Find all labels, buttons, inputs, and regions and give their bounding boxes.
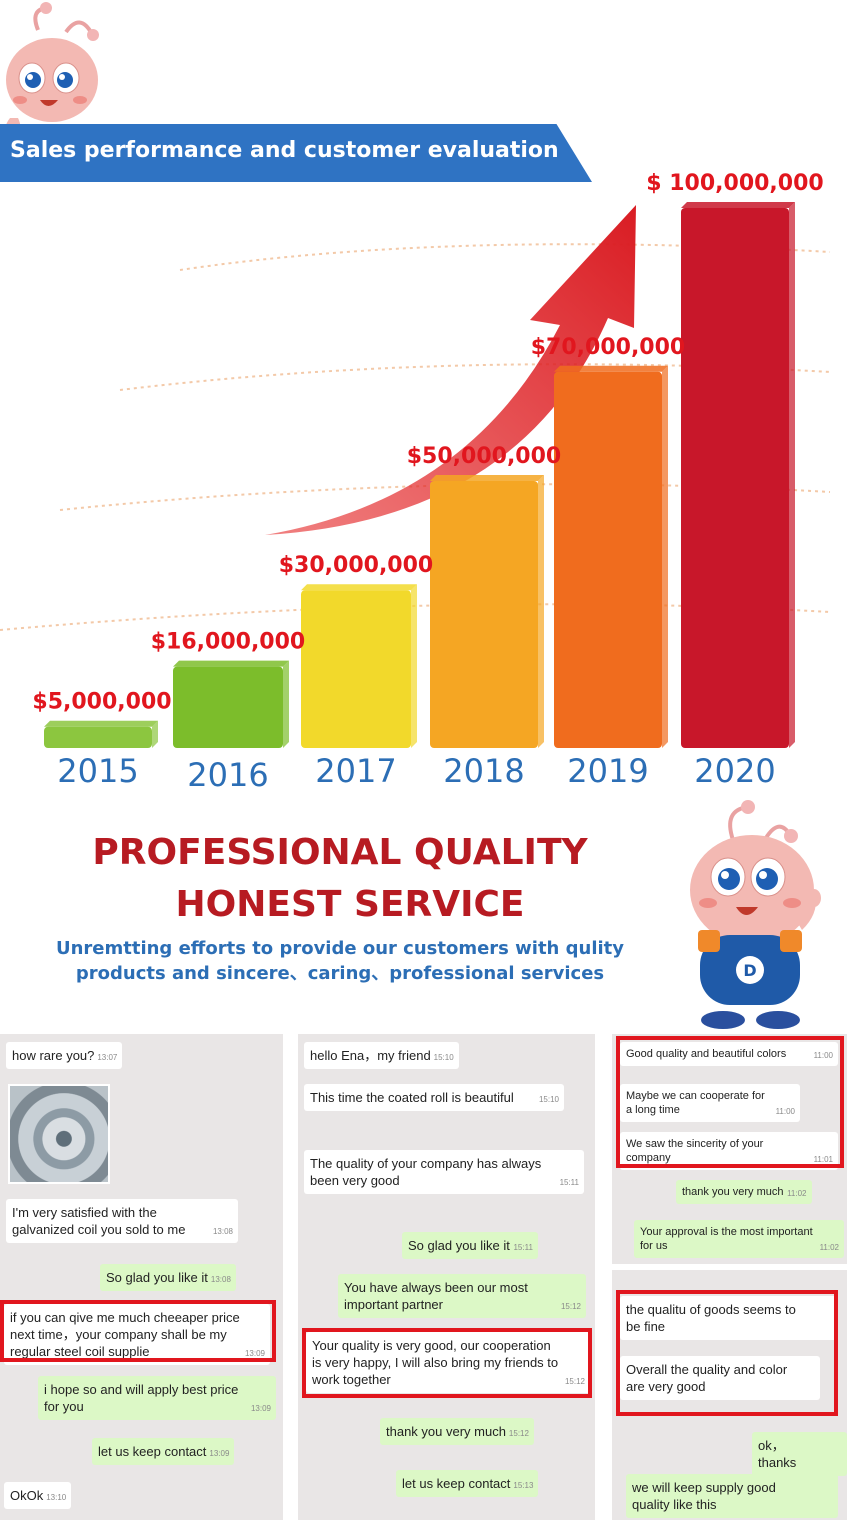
chat-screenshot-4: the qualitu of goods seems to be fine Ov… — [612, 1270, 847, 1520]
bar-top — [554, 365, 668, 372]
chat-message: i hope so and will apply best price for … — [38, 1376, 276, 1420]
bar-body — [173, 666, 283, 748]
chat-message: let us keep contact 15:13 — [396, 1470, 539, 1497]
slogan-line-2: HONEST SERVICE — [175, 884, 525, 925]
header-banner: Sales performance and customer evaluatio… — [0, 124, 592, 182]
chat-message: Good quality and beautiful colors 11:00 — [620, 1042, 838, 1066]
chat-message: thank you very much 11:02 — [676, 1180, 812, 1204]
bar-2018 — [430, 475, 544, 748]
bar-top — [173, 660, 289, 667]
chat-message: how rare you? 13:07 — [6, 1042, 123, 1069]
year-label-2018: 2018 — [443, 752, 524, 790]
bar-2017 — [301, 584, 417, 748]
bar-body — [430, 481, 538, 748]
chat-screenshot-3: Good quality and beautiful colors 11:00 M… — [612, 1034, 847, 1264]
sales-chart: $5,000,000 $16,000,000 $30,000,000 $50,000,… — [0, 171, 831, 794]
bar-2020 — [681, 202, 795, 748]
chat-message: The quality of your company has always b… — [304, 1150, 584, 1194]
chat-screenshot-2: hello Ena，my friend 15:10 This time the c… — [298, 1034, 595, 1520]
value-label-2018: $50,000,000 — [407, 444, 561, 469]
bar-top — [430, 475, 544, 481]
bar-2015 — [44, 720, 158, 748]
bar-side — [152, 720, 158, 748]
value-label-2019: $70,000,000 — [531, 335, 685, 360]
value-label-2015: $5,000,000 — [32, 690, 171, 715]
chat-message: Your approval is the most important for … — [634, 1220, 844, 1258]
chat-message: let us keep contact 13:09 — [92, 1438, 235, 1465]
steel-coil-photo — [8, 1084, 110, 1184]
tagline: Unremtting efforts to provide our custom… — [20, 936, 660, 986]
bar-side — [283, 660, 289, 748]
highlight-box — [616, 1036, 844, 1168]
bar-side — [789, 202, 795, 748]
bar-top — [681, 202, 795, 208]
header-title: Sales performance and customer evaluatio… — [10, 138, 559, 163]
year-label-2017: 2017 — [315, 752, 396, 790]
chat-message: Maybe we can cooperate for a long time 11… — [620, 1084, 800, 1122]
chat-message: Your quality is very good, our cooperati… — [306, 1332, 590, 1393]
value-label-2020: $ 100,000,000 — [646, 171, 823, 196]
chat-message: So glad you like it 15:11 — [402, 1232, 538, 1259]
bar-side — [662, 365, 668, 748]
value-label-2016: $16,000,000 — [151, 630, 305, 655]
year-label-2019: 2019 — [567, 752, 648, 790]
year-label-2020: 2020 — [694, 752, 775, 790]
tagline-line-2: products and sincere、caring、professional… — [75, 963, 605, 984]
bar-body — [301, 590, 411, 748]
chat-message: I'm very satisfied with the galvanized c… — [6, 1199, 238, 1243]
chat-screenshot-1: how rare you? 13:07 I'm very satisfied wi… — [0, 1034, 283, 1520]
bar-2016 — [173, 660, 289, 748]
value-label-2017: $30,000,000 — [279, 553, 433, 578]
grid-line — [0, 603, 831, 631]
bar-body — [554, 371, 662, 748]
svg-text:D: D — [743, 961, 756, 980]
bar-2019 — [554, 365, 668, 748]
year-label-2016: 2016 — [187, 756, 268, 794]
bar-top — [301, 584, 417, 591]
bar-body — [44, 726, 152, 748]
chat-message: So glad you like it 13:08 — [100, 1264, 236, 1291]
highlight-box — [0, 1300, 276, 1362]
year-label-2015: 2015 — [57, 752, 138, 790]
bar-body — [681, 208, 789, 748]
tagline-line-1: Unremtting efforts to provide our custom… — [55, 938, 625, 959]
chat-message: OkOk 13:10 — [4, 1482, 72, 1509]
chat-message: You have always been our most important … — [338, 1274, 586, 1318]
mascot-thumbs-up: D — [690, 800, 821, 1029]
highlight-box — [302, 1328, 592, 1398]
chat-message: thank you very much 15:12 — [380, 1418, 534, 1445]
chat-message: if you can qive me much cheeaper price n… — [4, 1304, 270, 1365]
chat-message: hello Ena，my friend 15:10 — [304, 1042, 459, 1069]
chat-message: Overall the quality and color are very g… — [620, 1356, 820, 1400]
highlight-box — [616, 1290, 838, 1416]
slogan-line-1: PROFESSIONAL QUALITY — [92, 832, 588, 873]
bar-top — [44, 720, 158, 727]
chat-message: the qualitu of goods seems to be fine — [620, 1296, 838, 1340]
chat-message: we will keep supply good quality like th… — [626, 1474, 838, 1518]
chat-message: This time the coated roll is beautiful 15… — [304, 1084, 564, 1111]
chat-message: We saw the sincerity of your company 11:0… — [620, 1132, 838, 1170]
chat-message: ok，thanks — [752, 1432, 847, 1476]
mascot-top — [5, 2, 99, 135]
bar-side — [538, 475, 544, 748]
bar-side — [411, 584, 417, 748]
